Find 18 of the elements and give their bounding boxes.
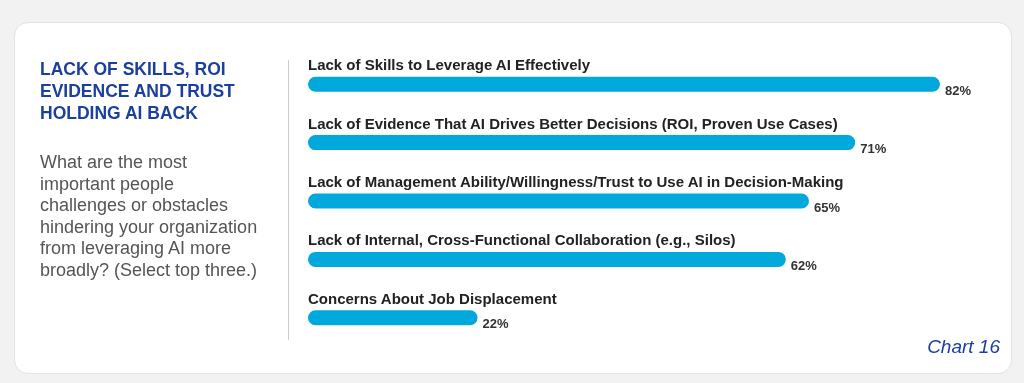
y-tick-label: Lack of Management Ability/Willingness/Trust to Use AI in Decision-Making xyxy=(308,173,844,190)
bar xyxy=(308,251,786,267)
text: What are the most important people challenges or obstacles hindering your organization from leveraging AI more broadly? (Select top three.) xyxy=(40,152,258,281)
data-label: 22% xyxy=(482,316,510,332)
y-tick-label: Lack of Evidence That AI Drives Better Decisions (ROI, Proven Use Cases) xyxy=(308,114,838,132)
text: LACK OF SKILLS, ROI EVIDENCE AND TRUST HOLDING AI BACK xyxy=(40,58,236,124)
bar xyxy=(308,76,940,92)
bar xyxy=(308,193,809,209)
y-tick-label: Concerns About Job Displacement xyxy=(308,289,557,307)
bar xyxy=(308,310,478,326)
data-label: 65% xyxy=(813,199,841,215)
data-label: 71% xyxy=(860,141,887,157)
data-label: 82% xyxy=(945,82,972,98)
caption: Chart 16 xyxy=(927,336,1000,358)
data-label: 62% xyxy=(790,257,818,273)
y-tick-label: Lack of Internal, Cross-Functional Collaboration (e.g., Silos) xyxy=(308,231,736,249)
bar xyxy=(308,135,856,151)
y-tick-label: Lack of Skills to Leverage AI Effectively xyxy=(308,56,591,74)
